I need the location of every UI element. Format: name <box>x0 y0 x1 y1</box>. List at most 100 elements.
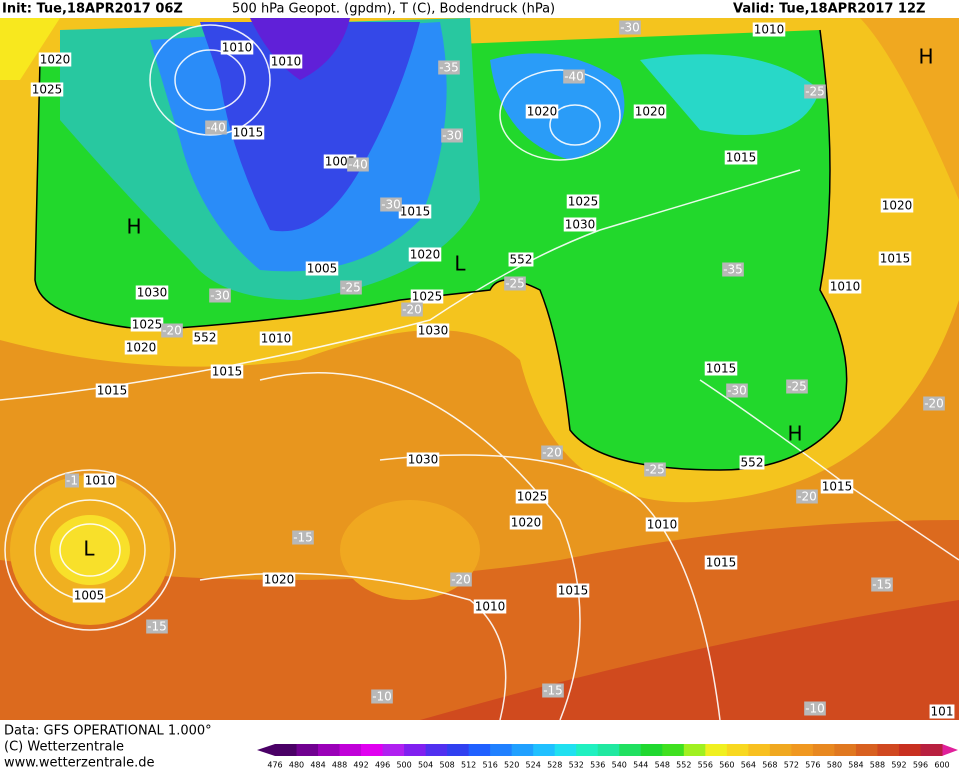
colorbar-tick-label: 536 <box>590 761 605 770</box>
colorbar-tick-label: 516 <box>483 761 498 770</box>
isobar-label: 1020 <box>40 53 71 67</box>
temperature-label: -10 <box>372 690 392 704</box>
isobar-label: 1015 <box>233 126 264 140</box>
isobar-label-box <box>704 361 738 376</box>
isobar-label: 1030 <box>137 286 168 300</box>
temperature-label-box <box>380 197 402 212</box>
temperature-label: -35 <box>723 263 743 277</box>
colorbar-tick-label: 592 <box>891 761 906 770</box>
colorbar-tick-label: 492 <box>353 761 368 770</box>
geopotential-label-box <box>192 330 218 345</box>
temperature-label: -25 <box>805 85 825 99</box>
isobar-label: 1020 <box>264 573 295 587</box>
isobar-label: 1015 <box>212 365 243 379</box>
colorbar-tick-label: 552 <box>676 761 691 770</box>
isobar-label-box <box>124 340 158 355</box>
header-init: Init: Tue,18APR2017 06Z <box>2 2 183 17</box>
temperature-label: -20 <box>162 324 182 338</box>
isobar-label: 1010 <box>271 55 302 69</box>
temperature-label-box <box>438 60 460 75</box>
isobar-label: 1030 <box>418 324 449 338</box>
colorbar-tick-label: 580 <box>827 761 842 770</box>
colorbar-swatch <box>812 744 835 756</box>
isobar-label: 1030 <box>565 218 596 232</box>
temperature-label-box <box>726 383 748 398</box>
colorbar-arrow-high <box>942 744 958 756</box>
isobar-label-box <box>880 198 914 213</box>
geopotential-label-box <box>508 252 534 267</box>
colorbar-swatch <box>877 744 900 756</box>
isobar-label-box <box>633 104 667 119</box>
isobar-label: 1020 <box>126 341 157 355</box>
isobar-label-box <box>473 599 507 614</box>
colorbar-tick-label: 524 <box>526 761 541 770</box>
isobar-label-box <box>416 323 450 338</box>
colorbar-tick-label: 540 <box>612 761 627 770</box>
colorbar-tick-label: 528 <box>547 761 562 770</box>
header-title: 500 hPa Geopot. (gpdm), T (C), Bodendruc… <box>232 2 555 17</box>
colorbar-swatch <box>490 744 513 756</box>
geopotential-label: 552 <box>741 456 764 470</box>
isobar-label: 1010 <box>261 332 292 346</box>
isobar-label: 1025 <box>517 490 548 504</box>
isobar-label-box <box>83 473 117 488</box>
colorbar-tick-label: 532 <box>569 761 584 770</box>
isobar-label: 1020 <box>635 105 666 119</box>
temperature-label: -20 <box>542 446 562 460</box>
temperature-label-box <box>161 323 183 338</box>
geopotential-label-box <box>739 455 765 470</box>
colorbar-tick-label: 504 <box>418 761 433 770</box>
isobar-label: 1020 <box>527 105 558 119</box>
temperature-label-box <box>205 120 227 135</box>
isobar-label-box <box>95 383 129 398</box>
isobar-label-box <box>130 317 164 332</box>
temperature-label: -15 <box>293 531 313 545</box>
colorbar-swatch <box>382 744 405 756</box>
colorbar-swatch <box>748 744 771 756</box>
colorbar-swatch <box>769 744 792 756</box>
temperature-label: -35 <box>439 61 459 75</box>
colorbar-swatch <box>791 744 814 756</box>
isobar-label: 1015 <box>880 252 911 266</box>
isobar-label: 101 <box>931 705 954 719</box>
temperature-label: -15 <box>147 620 167 634</box>
temperature-label-box <box>786 379 808 394</box>
isobar-label: 1010 <box>222 41 253 55</box>
colorbar-swatch <box>296 744 319 756</box>
colorbar-swatch <box>705 744 728 756</box>
temperature-label: -30 <box>727 384 747 398</box>
colorbar-tick-label: 500 <box>396 761 411 770</box>
colorbar-tick-label: 564 <box>741 761 756 770</box>
isobar-label: 1015 <box>706 362 737 376</box>
colorbar-arrow-low <box>257 744 275 756</box>
isobar-label: 1010 <box>475 600 506 614</box>
isobar-label-box <box>410 289 444 304</box>
isobar-label-box <box>269 54 303 69</box>
isobar-label: 1020 <box>882 199 913 213</box>
colorbar-swatch <box>683 744 706 756</box>
isobar-label-box <box>220 40 254 55</box>
colorbar-swatch <box>404 744 427 756</box>
isobar-label-box <box>566 194 600 209</box>
isobar-label-box <box>645 517 679 532</box>
colorbar-swatch <box>619 744 642 756</box>
temperature-label: -25 <box>341 281 361 295</box>
temperature-label-box <box>371 689 393 704</box>
colorbar-tick-label: 484 <box>310 761 325 770</box>
colorbar-swatch <box>597 744 620 756</box>
temperature-label-box <box>871 577 893 592</box>
isobar-label: 1010 <box>85 474 116 488</box>
colorbar-swatch <box>339 744 362 756</box>
geopotential-label: 552 <box>510 253 533 267</box>
temperature-label-box <box>401 302 423 317</box>
isobar-label-box <box>406 452 440 467</box>
temperature-label: -20 <box>402 303 422 317</box>
temperature-label-box <box>441 128 463 143</box>
isobar-label-box <box>509 515 543 530</box>
temperature-label-box <box>450 572 472 587</box>
footer-copyright: (C) Wetterzentrale <box>4 740 124 755</box>
isobar-label: 1010 <box>830 280 861 294</box>
colorbar-swatch <box>468 744 491 756</box>
colorbar-swatch <box>726 744 749 756</box>
